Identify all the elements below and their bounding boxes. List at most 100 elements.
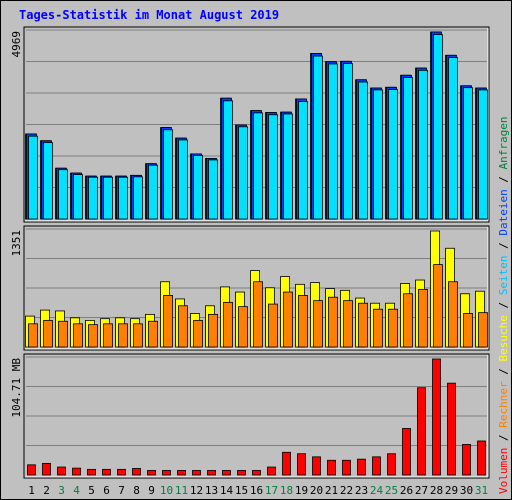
bar-rechner-day-7	[118, 323, 128, 348]
bar-seiten-day-21	[328, 63, 338, 220]
legend-part: Besuche	[497, 315, 510, 361]
bar-volumen-day-30	[462, 444, 471, 476]
bar-seiten-day-26	[403, 77, 413, 220]
bar-rechner-day-24	[373, 308, 383, 348]
bar-seiten-day-2	[43, 142, 53, 220]
bar-volumen-day-6	[102, 468, 111, 476]
bar-seiten-day-11	[178, 139, 188, 220]
x-tick-label: 28	[430, 484, 443, 497]
x-tick-label: 17	[265, 484, 278, 497]
bar-rechner-day-10	[163, 295, 173, 348]
bar-seiten-day-17	[268, 114, 278, 220]
bar-rechner-day-4	[73, 323, 83, 348]
x-tick-label: 23	[355, 484, 368, 497]
x-tick-label: 5	[88, 484, 95, 497]
bar-volumen-day-20	[312, 456, 321, 476]
x-tick-label: 24	[370, 484, 384, 497]
legend-part: Anfragen	[497, 116, 510, 169]
bar-seiten-day-12	[193, 154, 203, 220]
series-volumen	[27, 358, 486, 476]
bar-volumen-day-27	[417, 387, 426, 476]
bar-volumen-day-31	[477, 440, 486, 476]
bar-rechner-day-12	[193, 319, 203, 348]
bar-volumen-day-8	[132, 468, 141, 476]
series-rechner	[28, 264, 488, 348]
bar-volumen-day-17	[267, 466, 276, 476]
x-tick-label: 4	[73, 484, 80, 497]
bar-rechner-day-15	[238, 306, 248, 348]
legend-part: /	[497, 295, 510, 315]
y-max-label: 104.71 MB	[10, 358, 23, 418]
x-tick-label: 15	[235, 484, 248, 497]
bar-seiten-day-19	[298, 101, 308, 220]
x-tick-label: 27	[415, 484, 428, 497]
x-tick-label: 30	[460, 484, 473, 497]
bar-rechner-day-16	[253, 281, 263, 348]
bar-volumen-day-29	[447, 382, 456, 476]
bar-seiten-day-27	[418, 69, 428, 220]
bar-seiten-day-29	[448, 57, 458, 220]
x-tick-label: 31	[475, 484, 488, 497]
bar-volumen-day-12	[192, 470, 201, 476]
bar-rechner-day-17	[268, 303, 278, 348]
bar-volumen-day-5	[87, 468, 96, 476]
bar-rechner-day-3	[58, 320, 68, 348]
bar-volumen-day-13	[207, 470, 216, 476]
bar-seiten-day-9	[148, 164, 158, 220]
bar-volumen-day-10	[162, 470, 171, 476]
bar-seiten-day-14	[223, 100, 233, 220]
legend-part: /	[497, 169, 510, 189]
bar-seiten-day-31	[478, 89, 488, 220]
bar-volumen-day-19	[297, 453, 306, 476]
bar-rechner-day-27	[418, 289, 428, 348]
x-tick-label: 7	[118, 484, 125, 497]
bar-volumen-day-28	[432, 358, 441, 476]
x-tick-label: 18	[280, 484, 293, 497]
legend-part: /	[497, 236, 510, 256]
bar-rechner-day-31	[478, 312, 488, 348]
x-tick-label: 16	[250, 484, 263, 497]
x-tick-label: 20	[310, 484, 323, 497]
x-tick-label: 14	[220, 484, 234, 497]
bar-seiten-day-25	[388, 89, 398, 220]
bar-seiten-day-23	[358, 81, 368, 220]
x-tick-label: 26	[400, 484, 413, 497]
x-tick-label: 19	[295, 484, 308, 497]
bar-rechner-day-20	[313, 300, 323, 348]
bar-rechner-day-1	[28, 323, 38, 348]
x-tick-label: 12	[190, 484, 203, 497]
bar-seiten-day-10	[163, 129, 173, 220]
bar-rechner-day-14	[223, 301, 233, 348]
bar-rechner-day-6	[103, 323, 113, 348]
bar-rechner-day-26	[403, 293, 413, 348]
x-tick-label: 10	[160, 484, 173, 497]
bar-volumen-day-2	[42, 462, 51, 476]
x-tick-label: 13	[205, 484, 218, 497]
x-tick-label: 29	[445, 484, 458, 497]
bar-volumen-day-14	[222, 470, 231, 476]
x-axis-labels: 1 2 3 4 5 6 7 8 9 10 11 12 13 14 15 16 17 18 19 20 21 22 23 24 2…	[28, 484, 488, 497]
bar-volumen-day-9	[147, 470, 156, 476]
bar-volumen-day-24	[372, 456, 381, 476]
bar-seiten-day-24	[373, 89, 383, 220]
bar-volumen-day-1	[27, 464, 36, 476]
legend-part: Dateien	[497, 189, 510, 235]
bar-seiten-day-3	[58, 169, 68, 220]
x-tick-label: 1	[28, 484, 35, 497]
bar-rechner-day-5	[88, 324, 98, 348]
bar-rechner-day-11	[178, 305, 188, 348]
x-tick-label: 3	[58, 484, 65, 497]
bar-seiten-day-20	[313, 55, 323, 220]
bar-seiten-day-7	[118, 176, 128, 220]
bar-volumen-day-16	[252, 470, 261, 476]
bar-volumen-day-11	[177, 470, 186, 476]
bar-volumen-day-22	[342, 459, 351, 476]
bar-seiten-day-5	[88, 176, 98, 220]
bar-seiten-day-6	[103, 176, 113, 220]
bar-rechner-day-19	[298, 295, 308, 348]
x-tick-label: 21	[325, 484, 338, 497]
bar-volumen-day-23	[357, 458, 366, 476]
bar-seiten-day-28	[433, 34, 443, 220]
legend-part: Seiten	[497, 256, 510, 296]
